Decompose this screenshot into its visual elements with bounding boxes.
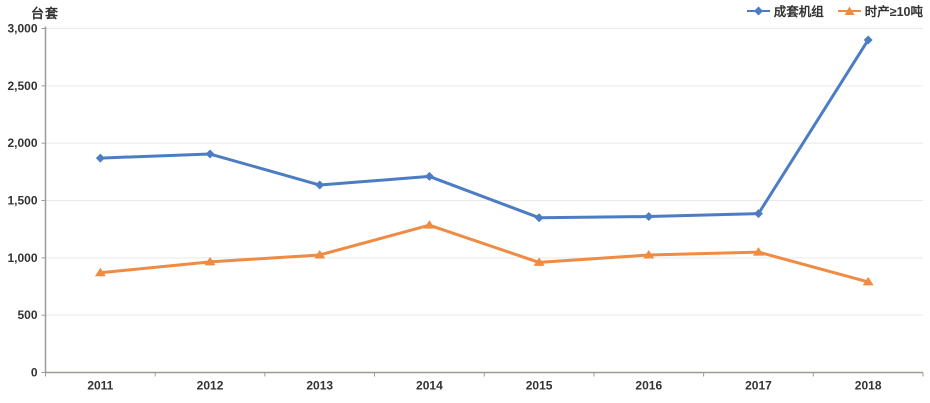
x-axis-tick-label: 2012 (197, 379, 224, 393)
y-axis-tick-label: 500 (17, 308, 37, 322)
x-axis-tick-label: 2018 (855, 379, 882, 393)
y-axis-tick-label: 1,000 (7, 251, 37, 265)
x-axis-tick-label: 2014 (416, 379, 443, 393)
y-axis-tick-label: 0 (31, 366, 38, 380)
x-axis-tick-label: 2013 (306, 379, 333, 393)
data-point-marker-series-1[interactable] (424, 171, 434, 181)
data-point-marker-series-2[interactable] (533, 257, 545, 266)
legend-triangle-marker-icon (837, 6, 861, 15)
legend-label-series-1: 成套机组 (773, 5, 824, 19)
y-axis-unit-label: 台套 (31, 6, 60, 21)
x-axis-tick-label: 2011 (87, 379, 113, 393)
data-point-marker-series-2[interactable] (423, 220, 435, 229)
x-axis-tick-label: 2015 (526, 379, 553, 393)
legend-diamond-marker-icon (746, 6, 770, 15)
data-point-marker-series-2[interactable] (643, 249, 655, 259)
y-axis-tick-label: 2,000 (7, 136, 37, 150)
data-point-marker-series-1[interactable] (534, 213, 544, 223)
data-point-marker-series-1[interactable] (315, 180, 325, 190)
data-point-marker-series-1[interactable] (205, 149, 215, 159)
y-axis-tick-label: 1,500 (7, 194, 37, 208)
legend-item-series-1[interactable]: 成套机组 (746, 1, 824, 20)
y-axis-tick-label: 3,000 (7, 22, 37, 36)
y-axis-tick-label: 2,500 (7, 79, 37, 93)
data-point-marker-series-2[interactable] (314, 249, 326, 259)
data-point-marker-series-2[interactable] (204, 256, 216, 266)
series-line-1 (98, 38, 870, 220)
data-point-marker-series-1[interactable] (863, 35, 873, 45)
legend-label-series-2: 时产≥10吨 (864, 5, 923, 19)
legend: 成套机组 时产≥10吨 (746, 1, 923, 20)
legend-item-series-2[interactable]: 时产≥10吨 (837, 1, 923, 20)
x-axis-tick-label: 2016 (635, 379, 662, 393)
data-point-marker-series-1[interactable] (95, 153, 105, 163)
series-line-2 (98, 223, 870, 284)
x-axis-tick-label: 2017 (745, 379, 772, 393)
data-point-marker-series-2[interactable] (752, 247, 764, 256)
data-point-marker-series-1[interactable] (644, 212, 654, 222)
data-point-marker-series-2[interactable] (862, 276, 874, 286)
data-point-marker-series-2[interactable] (94, 267, 106, 277)
data-point-marker-series-1[interactable] (753, 209, 763, 219)
